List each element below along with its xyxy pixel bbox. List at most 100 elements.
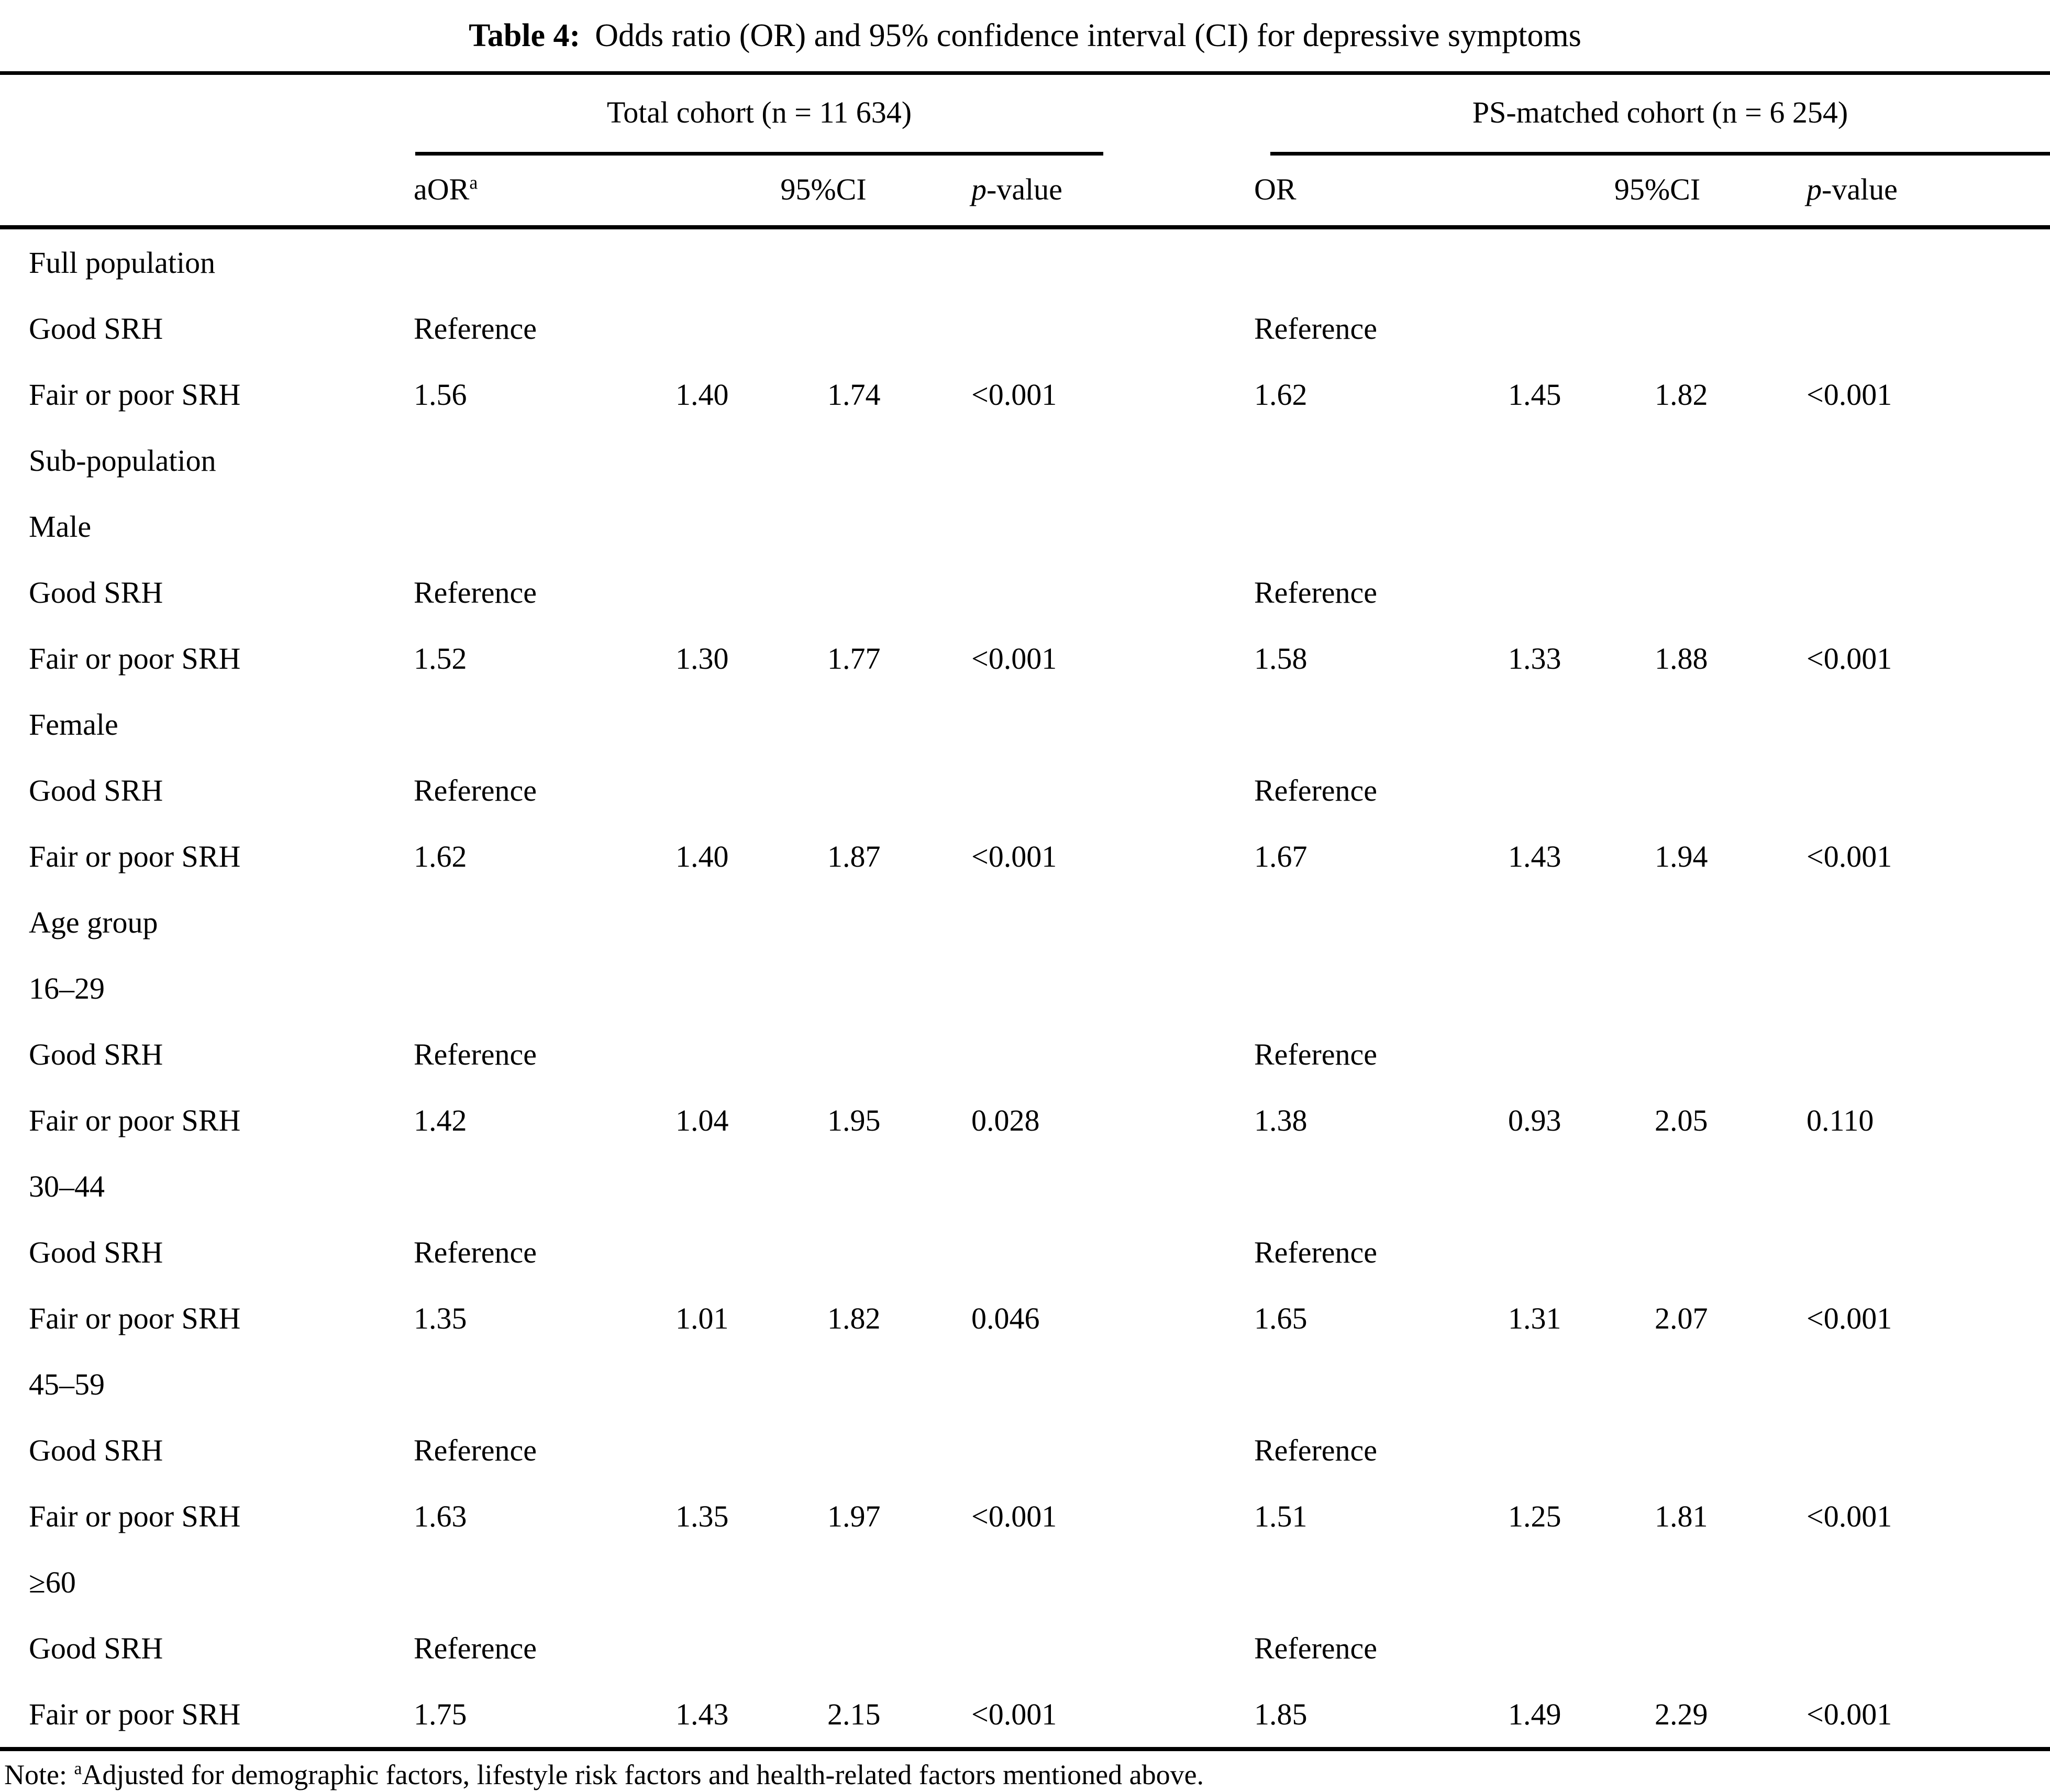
table-row: Full population <box>0 229 2050 295</box>
or-cell: 1.58 <box>1254 641 1307 676</box>
pvalue-cell-ps: <0.001 <box>1807 641 1892 676</box>
pvalue-cell-ps: <0.001 <box>1807 377 1892 412</box>
or-cell: Reference <box>1254 575 1378 610</box>
ci-upper-cell-ps: 1.88 <box>1655 641 1708 676</box>
table-row: Good SRH Reference Reference <box>0 1615 2050 1681</box>
table-row: 45–59 <box>0 1351 2050 1417</box>
ci-upper-cell-total: 1.97 <box>827 1499 881 1533</box>
aor-cell: Reference <box>414 1631 537 1665</box>
table-row: Fair or poor SRH 1.62 1.40 1.87 <0.001 1… <box>0 823 2050 889</box>
aor-cell: 1.56 <box>414 377 467 412</box>
row-label: Fair or poor SRH <box>29 377 241 412</box>
or-cell: 1.67 <box>1254 839 1307 873</box>
or-column-header: OR <box>1254 172 1297 206</box>
row-label: ≥60 <box>29 1565 76 1599</box>
or-cell: Reference <box>1254 1433 1378 1467</box>
aor-cell: 1.62 <box>414 839 467 873</box>
ci-upper-cell-ps: 1.82 <box>1655 377 1708 412</box>
pvalue-cell-total: <0.001 <box>971 1697 1057 1731</box>
row-label: Female <box>29 707 118 742</box>
pvalue-cell-total: <0.001 <box>971 1499 1057 1533</box>
aor-cell: Reference <box>414 1433 537 1467</box>
table-row: Good SRH Reference Reference <box>0 757 2050 823</box>
ci-lower-cell-total: 1.30 <box>675 641 729 676</box>
ci-lower-cell-ps: 1.49 <box>1508 1697 1561 1731</box>
or-cell: 1.65 <box>1254 1301 1307 1335</box>
ci-lower-cell-total: 1.40 <box>675 377 729 412</box>
ci-lower-cell-ps: 0.93 <box>1508 1103 1561 1137</box>
table-row: Fair or poor SRH 1.75 1.43 2.15 <0.001 1… <box>0 1681 2050 1747</box>
aor-cell: 1.35 <box>414 1301 467 1335</box>
ci-lower-cell-ps: 1.45 <box>1508 377 1561 412</box>
aor-cell: 1.42 <box>414 1103 467 1137</box>
ci-upper-cell-total: 1.74 <box>827 377 881 412</box>
or-cell: 1.51 <box>1254 1499 1307 1533</box>
table-row: ≥60 <box>0 1549 2050 1615</box>
table-row: Fair or poor SRH 1.35 1.01 1.82 0.046 1.… <box>0 1285 2050 1351</box>
table-row: Fair or poor SRH 1.63 1.35 1.97 <0.001 1… <box>0 1483 2050 1549</box>
or-cell: Reference <box>1254 1037 1378 1071</box>
table-row: Good SRH Reference Reference <box>0 295 2050 361</box>
table-title-number: Table 4: <box>469 17 581 53</box>
aor-superscript: a <box>469 172 478 193</box>
ci-upper-cell-total: 1.77 <box>827 641 881 676</box>
table-row: Good SRH Reference Reference <box>0 559 2050 625</box>
or-cell: Reference <box>1254 1631 1378 1665</box>
aor-cell: 1.52 <box>414 641 467 676</box>
row-label: Good SRH <box>29 575 163 610</box>
ci-lower-cell-total: 1.01 <box>675 1301 729 1335</box>
ci-column-header-ps: 95%CI <box>1614 172 1701 206</box>
footnote-superscript: a <box>74 1759 82 1778</box>
pvalue-cell-ps: 0.110 <box>1807 1103 1874 1137</box>
aor-column-header: aORa <box>414 172 478 206</box>
or-cell: Reference <box>1254 311 1378 346</box>
pvalue-cell-ps: <0.001 <box>1807 1697 1892 1731</box>
table-row: Female <box>0 691 2050 757</box>
table-row: 30–44 <box>0 1153 2050 1219</box>
table-row: 16–29 <box>0 955 2050 1021</box>
ci-lower-cell-ps: 1.31 <box>1508 1301 1561 1335</box>
pvalue-cell-total: <0.001 <box>971 377 1057 412</box>
ci-lower-cell-total: 1.40 <box>675 839 729 873</box>
row-label: Good SRH <box>29 773 163 807</box>
pvalue-cell-total: 0.028 <box>971 1103 1040 1137</box>
row-label: Good SRH <box>29 1235 163 1269</box>
or-cell: 1.62 <box>1254 377 1307 412</box>
table-row: Good SRH Reference Reference <box>0 1219 2050 1285</box>
footnote-prefix: Note: <box>4 1759 74 1790</box>
ci-lower-cell-total: 1.04 <box>675 1103 729 1137</box>
or-cell: Reference <box>1254 773 1378 807</box>
ci-upper-cell-total: 1.87 <box>827 839 881 873</box>
pvalue-cell-total: 0.046 <box>971 1301 1040 1335</box>
row-label: Full population <box>29 245 216 280</box>
row-label: 30–44 <box>29 1169 105 1203</box>
or-cell: Reference <box>1254 1235 1378 1269</box>
row-label: Good SRH <box>29 1631 163 1665</box>
table-row: Male <box>0 493 2050 559</box>
pvalue-column-header-total: p-value <box>971 172 1062 206</box>
ci-upper-cell-total: 2.15 <box>827 1697 881 1731</box>
pvalue-cell-total: <0.001 <box>971 641 1057 676</box>
ci-lower-cell-ps: 1.43 <box>1508 839 1561 873</box>
ci-lower-cell-ps: 1.25 <box>1508 1499 1561 1533</box>
ci-upper-cell-ps: 2.05 <box>1655 1103 1708 1137</box>
row-label: Age group <box>29 905 158 939</box>
aor-cell: Reference <box>414 773 537 807</box>
row-label: Fair or poor SRH <box>29 1301 241 1335</box>
table-row: Fair or poor SRH 1.42 1.04 1.95 0.028 1.… <box>0 1087 2050 1153</box>
pvalue-cell-ps: <0.001 <box>1807 839 1892 873</box>
table-row: Fair or poor SRH 1.56 1.40 1.74 <0.001 1… <box>0 361 2050 427</box>
ci-upper-cell-total: 1.95 <box>827 1103 881 1137</box>
ci-lower-cell-total: 1.43 <box>675 1697 729 1731</box>
ci-upper-cell-ps: 2.29 <box>1655 1697 1708 1731</box>
pvalue-cell-total: <0.001 <box>971 839 1057 873</box>
table-row: Good SRH Reference Reference <box>0 1417 2050 1483</box>
ci-column-header-total: 95%CI <box>780 172 867 206</box>
ci-upper-cell-ps: 1.81 <box>1655 1499 1708 1533</box>
table-body: Full population Good SRH Reference Refer… <box>0 229 2050 1747</box>
aor-cell: 1.75 <box>414 1697 467 1731</box>
aor-cell: 1.63 <box>414 1499 467 1533</box>
row-label: Good SRH <box>29 1433 163 1467</box>
table-row: Age group <box>0 889 2050 955</box>
